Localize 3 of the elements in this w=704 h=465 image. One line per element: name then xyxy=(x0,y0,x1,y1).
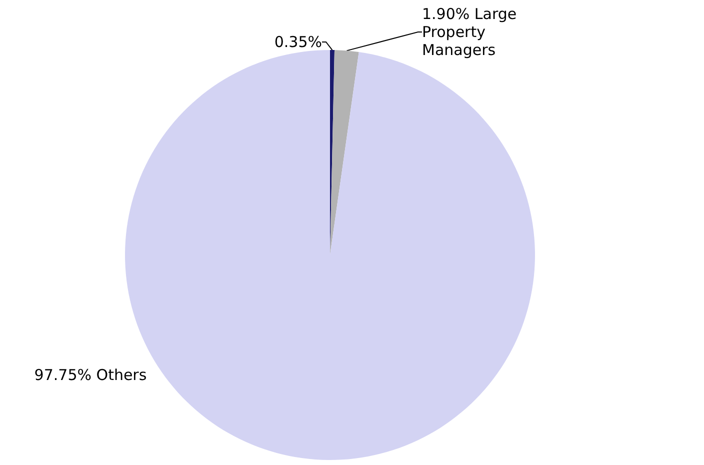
slice-label: 1.90% Large Property Managers xyxy=(422,5,522,59)
slice-label: 97.75% Others xyxy=(34,366,147,384)
data-label: 0.35% xyxy=(274,33,322,51)
